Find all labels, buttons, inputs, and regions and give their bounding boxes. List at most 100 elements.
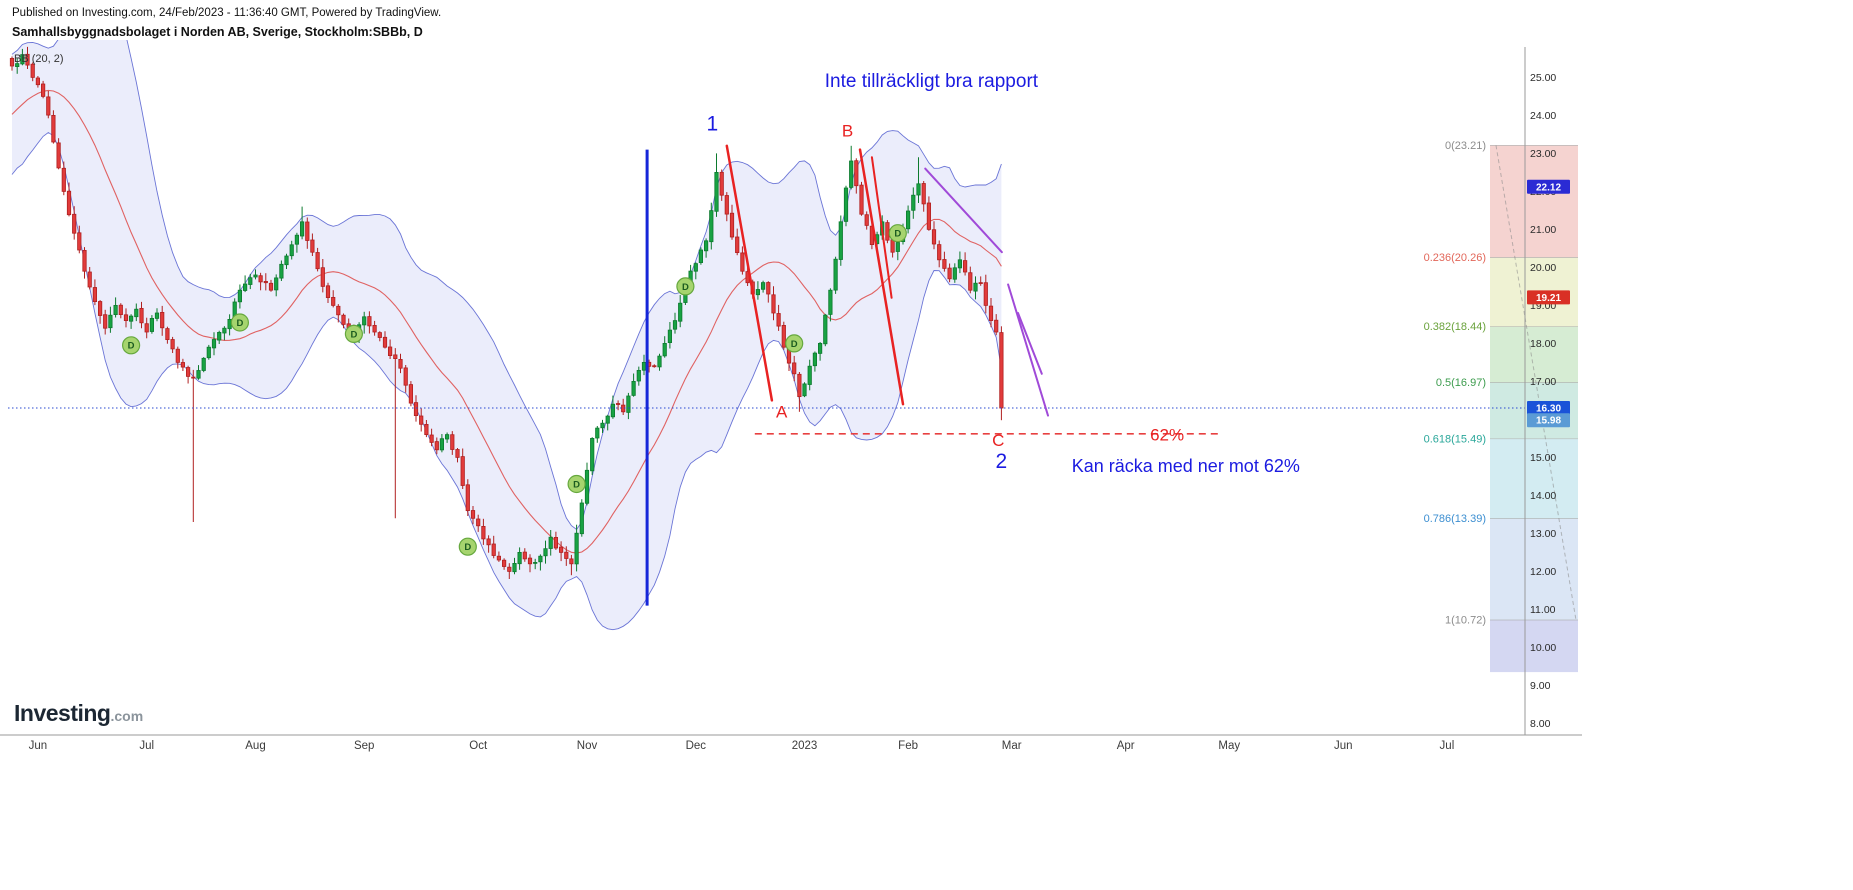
time-tick-label: Aug xyxy=(245,740,265,752)
candle-body xyxy=(108,314,113,329)
candle-body xyxy=(87,271,92,288)
dividend-circle xyxy=(676,277,695,296)
candle-body xyxy=(978,282,983,285)
dividend-marker[interactable]: D xyxy=(122,336,141,355)
candle-body xyxy=(248,277,253,285)
candle-body xyxy=(543,548,548,557)
candle-body xyxy=(548,536,553,549)
annotation-text[interactable]: B xyxy=(842,121,853,140)
annotation-text[interactable]: Inte tillräckligt bra rapport xyxy=(825,71,1039,92)
dividend-letter: D xyxy=(682,282,689,293)
dividend-circle xyxy=(888,224,907,243)
fib-band xyxy=(1490,326,1578,383)
candle-body xyxy=(320,267,325,287)
dividend-marker[interactable]: D xyxy=(230,313,249,332)
candle-body xyxy=(963,260,968,273)
candle-body xyxy=(698,249,704,264)
candle-body xyxy=(201,357,206,371)
logo-suffix-text: .com xyxy=(110,708,144,724)
candle-body xyxy=(35,77,41,86)
candle-body xyxy=(652,365,657,368)
candle-body xyxy=(185,367,191,377)
candle-body xyxy=(574,532,579,565)
candle-body xyxy=(512,563,517,573)
annotation-text[interactable]: Kan räcka med ner mot 62% xyxy=(1072,456,1300,476)
annotation-text[interactable]: 2 xyxy=(996,450,1008,473)
price-tick-label: 18.00 xyxy=(1530,338,1556,350)
candle-body xyxy=(284,255,289,266)
candle-body xyxy=(274,277,279,291)
candle-body xyxy=(377,332,382,338)
dividend-marker[interactable]: D xyxy=(676,277,695,296)
trend-line-annotation[interactable] xyxy=(924,167,1003,254)
dividend-marker[interactable]: D xyxy=(785,334,804,353)
candle-body xyxy=(631,380,636,396)
indicator-label: BB (20, 2) xyxy=(14,53,64,65)
investing-logo: Investing.com xyxy=(14,700,143,727)
time-tick-label: Jul xyxy=(1440,740,1455,752)
candle-body xyxy=(807,365,812,385)
plot-area[interactable] xyxy=(9,0,1004,631)
candle-body xyxy=(387,346,393,357)
candle-body xyxy=(854,160,859,187)
candle-body xyxy=(766,282,771,295)
time-axis-labels[interactable]: Jun Jul Aug Sep Oct Nov Dec 2023 Feb Mar Apr May Jun… xyxy=(29,740,1455,752)
annotation-text[interactable]: 1 xyxy=(706,113,718,136)
fib-retracement-bands[interactable] xyxy=(1490,145,1578,673)
candle-body xyxy=(755,289,761,296)
price-badge-bb-upper: 22.12 xyxy=(1527,179,1570,194)
candle-body xyxy=(393,354,398,359)
time-tick-label: May xyxy=(1218,740,1240,752)
candle-body xyxy=(160,311,165,329)
trend-line-annotation[interactable] xyxy=(870,156,893,299)
time-tick-label: Sep xyxy=(354,740,374,752)
candle-body xyxy=(268,282,274,291)
annotation-text[interactable]: C xyxy=(992,431,1004,450)
price-tick-label: 25.00 xyxy=(1530,72,1556,84)
dividend-marker[interactable]: D xyxy=(567,474,586,494)
fib-level-label: 0.5(16.97) xyxy=(1436,377,1486,389)
candle-body xyxy=(895,242,900,252)
candle-body xyxy=(569,558,574,565)
dividend-circle xyxy=(230,313,249,332)
candle-body xyxy=(507,566,512,572)
candle-body xyxy=(336,305,341,316)
candle-body xyxy=(15,63,20,67)
candle-body xyxy=(740,252,745,272)
candle-body xyxy=(211,339,217,349)
dividend-circle xyxy=(567,474,586,494)
candle-body xyxy=(113,304,118,315)
candle-body xyxy=(367,316,372,327)
candle-body xyxy=(486,538,491,546)
candle-body xyxy=(134,308,139,318)
candle-body xyxy=(988,305,994,322)
candle-body xyxy=(149,317,154,332)
dividend-marker[interactable]: D xyxy=(458,537,477,556)
price-tick-label: 9.00 xyxy=(1530,680,1551,692)
candle-body xyxy=(501,559,507,567)
trend-line-annotation[interactable] xyxy=(858,148,905,406)
candle-body xyxy=(61,167,66,192)
candle-body xyxy=(165,328,170,341)
dividend-marker[interactable]: D xyxy=(344,324,363,343)
candle-body xyxy=(481,526,486,540)
candle-body xyxy=(305,221,310,241)
candle-body xyxy=(942,259,947,269)
candle-body xyxy=(792,362,797,375)
candle-body xyxy=(310,239,315,253)
candle-body xyxy=(600,422,605,429)
candle-body xyxy=(325,285,331,298)
annotation-text[interactable]: 62% xyxy=(1150,425,1184,444)
annotation-text[interactable]: A xyxy=(776,403,788,422)
trend-line-annotation[interactable] xyxy=(1017,312,1043,375)
candle-body xyxy=(719,171,724,196)
trend-line-annotation[interactable] xyxy=(725,144,774,402)
candle-body xyxy=(294,234,300,245)
candle-body xyxy=(849,160,854,188)
trend-line-annotation[interactable] xyxy=(1007,283,1049,417)
price-tick-label: 13.00 xyxy=(1530,528,1556,540)
dividend-marker[interactable]: D xyxy=(888,224,907,243)
fib-level-label: 0.236(20.26) xyxy=(1424,252,1486,264)
